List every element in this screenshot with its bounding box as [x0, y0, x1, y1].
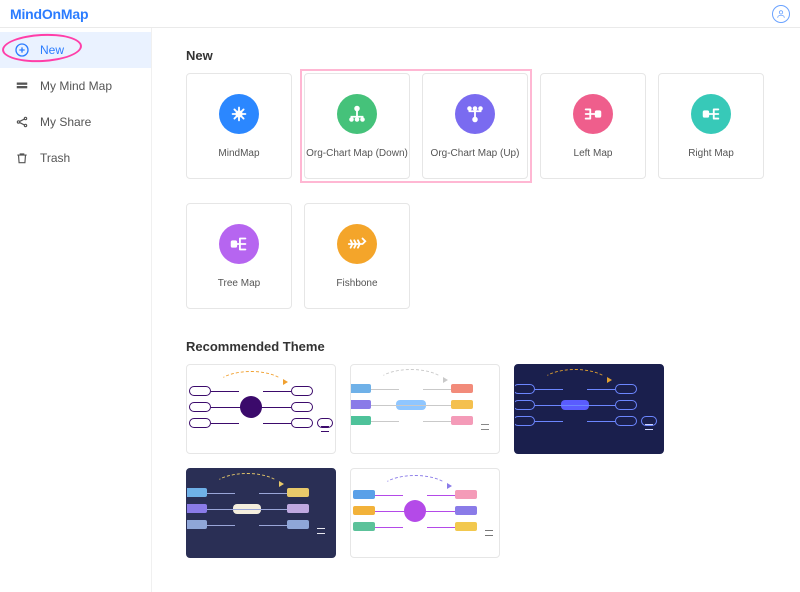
theme-grid: [186, 364, 782, 558]
sidebar-item-trash[interactable]: Trash: [0, 140, 151, 176]
sidebar-item-my-share[interactable]: My Share: [0, 104, 151, 140]
template-card[interactable]: Fishbone: [304, 203, 410, 309]
right-map-icon: [691, 94, 731, 134]
left-map-icon: [573, 94, 613, 134]
theme-card[interactable]: [186, 468, 336, 558]
org-up-icon: [455, 94, 495, 134]
layout: New My Mind Map My Share Tras: [0, 28, 800, 592]
share-icon: [14, 114, 30, 130]
template-label: MindMap: [218, 148, 259, 159]
sidebar-item-label: My Mind Map: [40, 79, 112, 93]
sidebar-item-label: My Share: [40, 115, 91, 129]
spacer: [186, 309, 782, 331]
trash-icon: [14, 150, 30, 166]
template-label: Org-Chart Map (Down): [306, 148, 408, 159]
theme-card[interactable]: [350, 364, 500, 454]
template-label: Org-Chart Map (Up): [431, 148, 520, 159]
sidebar-item-new[interactable]: New: [0, 32, 151, 68]
template-card[interactable]: Tree Map: [186, 203, 292, 309]
topbar: MindOnMap: [0, 0, 800, 28]
template-label: Tree Map: [218, 278, 260, 289]
account-icon[interactable]: [772, 5, 790, 23]
template-label: Fishbone: [336, 278, 377, 289]
template-label: Right Map: [688, 148, 734, 159]
tree-map-icon: [219, 224, 259, 264]
mindmap-icon: [219, 94, 259, 134]
section-title-recommended: Recommended Theme: [186, 339, 782, 354]
theme-card[interactable]: [514, 364, 664, 454]
sidebar-item-label: Trash: [40, 151, 70, 165]
template-area: MindMap Org-Chart Map (Down) Org-Chart M…: [186, 73, 782, 309]
sidebar-item-label: New: [40, 43, 64, 57]
plus-circle-icon: [14, 42, 30, 58]
template-card[interactable]: Org-Chart Map (Down): [304, 73, 410, 179]
fishbone-icon: [337, 224, 377, 264]
theme-card[interactable]: [350, 468, 500, 558]
template-label: Left Map: [574, 148, 613, 159]
stack-icon: [14, 78, 30, 94]
template-card[interactable]: MindMap: [186, 73, 292, 179]
sidebar-item-my-mind-map[interactable]: My Mind Map: [0, 68, 151, 104]
main-content: New MindMap Org-Chart Map (Down) Org-Cha…: [152, 28, 800, 592]
template-row: MindMap Org-Chart Map (Down) Org-Chart M…: [186, 73, 782, 309]
sidebar: New My Mind Map My Share Tras: [0, 28, 152, 592]
app-logo[interactable]: MindOnMap: [10, 6, 88, 22]
template-card[interactable]: Left Map: [540, 73, 646, 179]
org-down-icon: [337, 94, 377, 134]
template-card[interactable]: Right Map: [658, 73, 764, 179]
section-title-new: New: [186, 48, 782, 63]
theme-card[interactable]: [186, 364, 336, 454]
template-card[interactable]: Org-Chart Map (Up): [422, 73, 528, 179]
logo-text: MindOnMap: [10, 6, 88, 22]
